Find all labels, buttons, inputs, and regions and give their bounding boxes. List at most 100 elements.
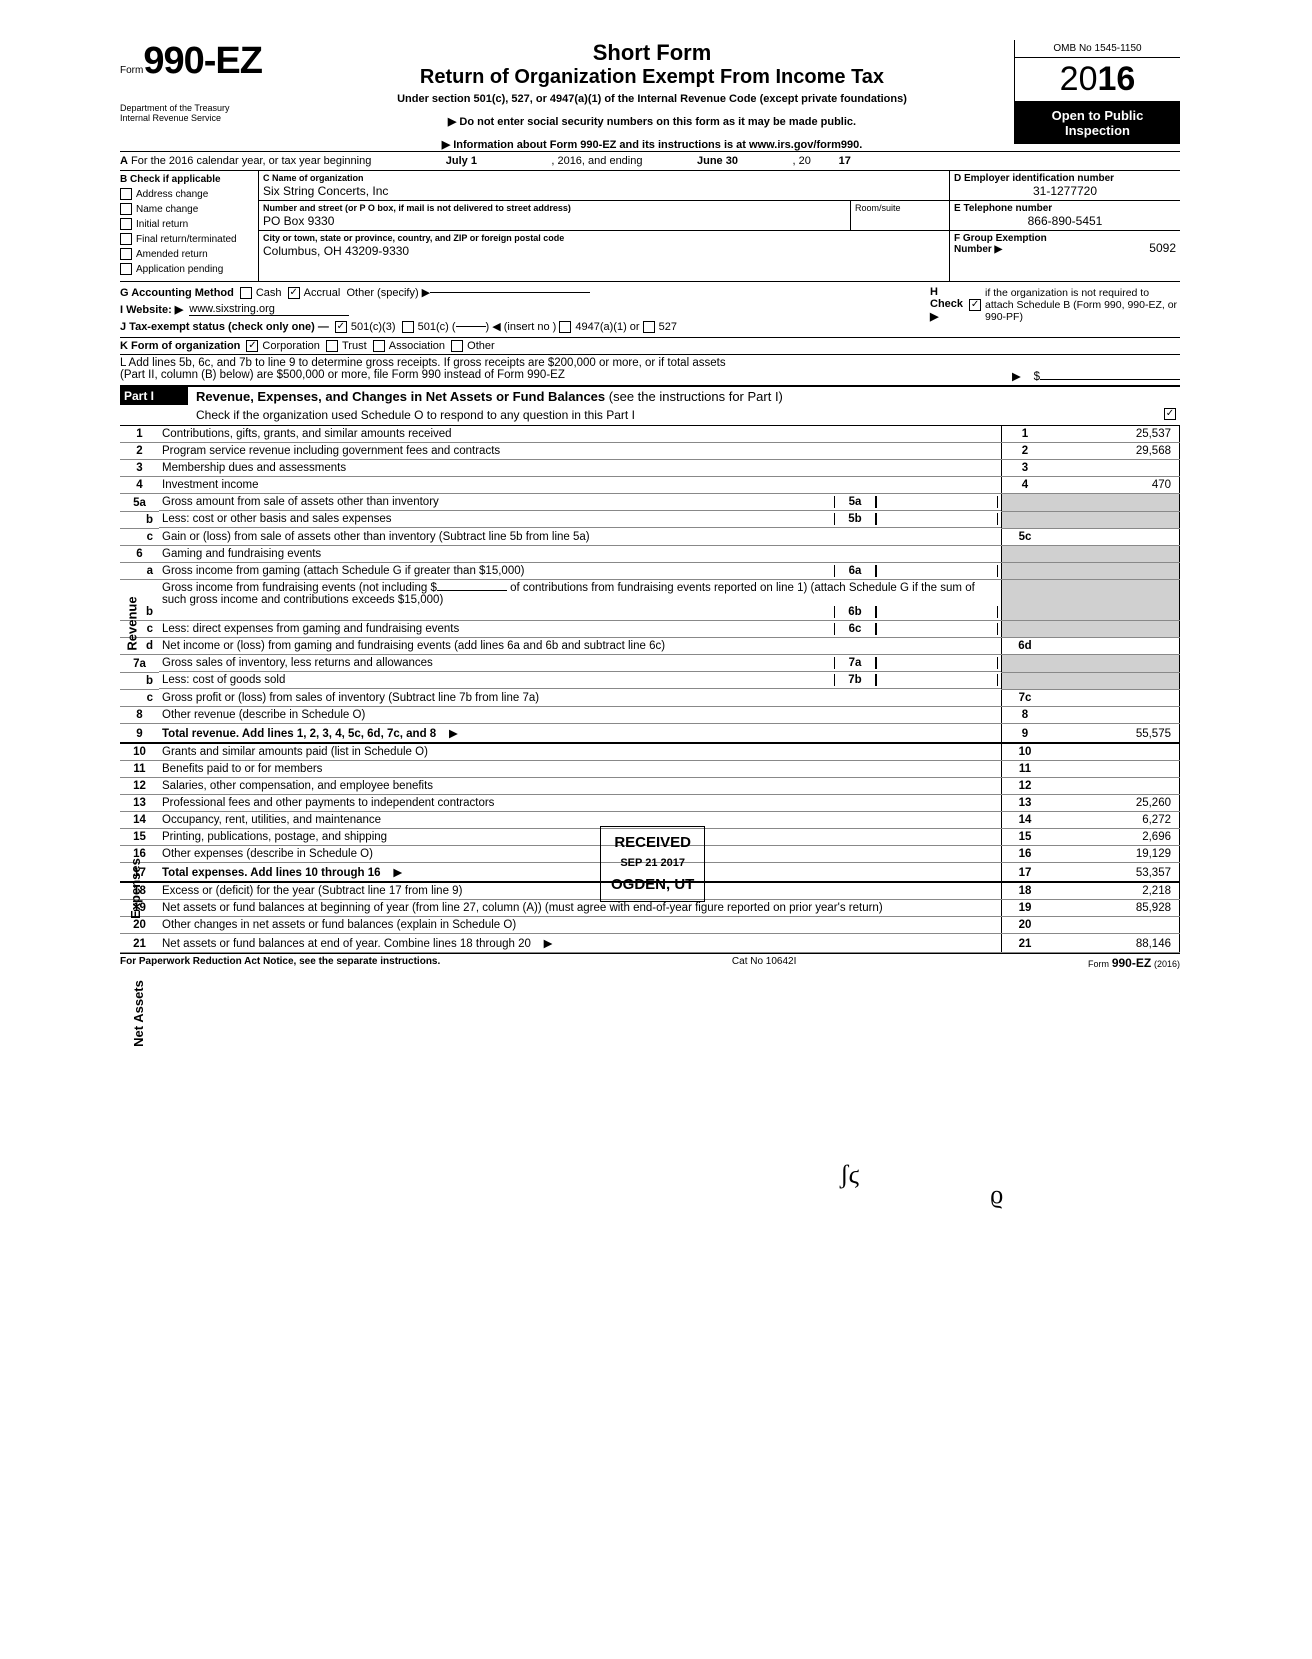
4947-label: 4947(a)(1) or: [575, 321, 639, 333]
chk-4947[interactable]: [559, 321, 571, 333]
stamp-received: RECEIVED: [611, 831, 694, 855]
line-13-desc: Professional fees and other payments to …: [162, 797, 494, 809]
city-label: City or town, state or province, country…: [263, 233, 945, 243]
h-label: H Check ▶: [930, 286, 963, 323]
form-number: 990-EZ: [143, 40, 262, 83]
room-label: Room/suite: [850, 201, 949, 231]
line-1-desc: Contributions, gifts, grants, and simila…: [162, 428, 452, 440]
chk-501c3[interactable]: ✓: [335, 321, 347, 333]
chk-527[interactable]: [643, 321, 655, 333]
line-6b-box: 6b: [834, 606, 876, 618]
addr-label: Number and street (or P O box, if mail i…: [263, 203, 846, 213]
chk-amended[interactable]: [120, 248, 132, 260]
other-label: Other: [467, 340, 495, 352]
footer-left: For Paperwork Reduction Act Notice, see …: [120, 956, 440, 970]
c-label: C Name of organization: [263, 173, 945, 183]
addr-value: PO Box 9330: [263, 213, 846, 228]
part1-title-suffix: (see the instructions for Part I): [605, 389, 783, 404]
inspection-2: Inspection: [1017, 123, 1178, 138]
website-value: www.sixstring.org: [189, 303, 349, 316]
chk-accrual[interactable]: ✓: [288, 287, 300, 299]
chk-cash[interactable]: [240, 287, 252, 299]
g-other-value[interactable]: [430, 292, 590, 293]
chk-trust[interactable]: [326, 340, 338, 352]
city-value: Columbus, OH 43209-9330: [263, 243, 945, 258]
line-16-desc: Other expenses (describe in Schedule O): [162, 848, 373, 860]
header-info-block: B Check if applicable Address change Nam…: [120, 171, 1180, 282]
part1-label: Part I: [120, 387, 188, 405]
d-label: D Employer identification number: [954, 173, 1176, 184]
footer-mid: Cat No 10642I: [732, 956, 797, 970]
chk-amended-label: Amended return: [136, 249, 208, 260]
part1-header: Part I Revenue, Expenses, and Changes in…: [120, 385, 1180, 405]
501c-label: 501(c) (: [418, 321, 456, 333]
a-year-label: , 20: [792, 155, 810, 167]
chk-address[interactable]: [120, 188, 132, 200]
chk-name-label: Name change: [136, 204, 198, 215]
line-3-amt: [1048, 460, 1180, 477]
line-7c-amt: [1048, 689, 1180, 706]
chk-h[interactable]: ✓: [969, 299, 981, 311]
chk-final[interactable]: [120, 233, 132, 245]
501c3-label: 501(c)(3): [351, 321, 396, 333]
line-18-desc: Excess or (deficit) for the year (Subtra…: [162, 885, 462, 897]
line-2-amt: 29,568: [1048, 443, 1180, 460]
chk-initial[interactable]: [120, 218, 132, 230]
phone: 866-890-5451: [954, 214, 1176, 228]
g-label: G Accounting Method: [120, 287, 234, 299]
l-arrow: ▶: [1012, 371, 1021, 383]
a-text: For the 2016 calendar year, or tax year …: [131, 155, 371, 167]
return-title: Return of Organization Exempt From Incom…: [300, 66, 1004, 89]
g-other: Other (specify) ▶: [346, 286, 430, 299]
line-15-desc: Printing, publications, postage, and shi…: [162, 831, 387, 843]
line-9-desc: Total revenue. Add lines 1, 2, 3, 4, 5c,…: [162, 728, 436, 740]
signature-2: ϱ: [990, 1180, 1003, 1210]
line-5c-amt: [1048, 528, 1180, 545]
stamp-date: SEP 21 2017: [611, 855, 694, 873]
line-11-amt: [1048, 760, 1180, 777]
chk-501c[interactable]: [402, 321, 414, 333]
part1-check-text: Check if the organization used Schedule …: [196, 408, 635, 422]
line-16-amt: 19,129: [1048, 845, 1180, 862]
chk-corp[interactable]: ✓: [246, 340, 258, 352]
a-label: A: [120, 155, 128, 167]
line-14-amt: 6,272: [1048, 811, 1180, 828]
year-bold: 16: [1098, 60, 1136, 98]
chk-name[interactable]: [120, 203, 132, 215]
arrow-line-1: ▶ Do not enter social security numbers o…: [300, 115, 1004, 128]
form-prefix: Form: [120, 65, 143, 76]
line-4-amt: 470: [1048, 477, 1180, 494]
chk-assoc[interactable]: [373, 340, 385, 352]
chk-pending[interactable]: [120, 263, 132, 275]
line-4-desc: Investment income: [162, 479, 259, 491]
chk-schedule-o[interactable]: ✓: [1164, 408, 1176, 420]
line-1-amt: 25,537: [1048, 426, 1180, 443]
line-7a-desc: Gross sales of inventory, less returns a…: [162, 657, 834, 669]
chk-initial-label: Initial return: [136, 219, 188, 230]
line-7c-desc: Gross profit or (loss) from sales of inv…: [162, 692, 539, 704]
line-17-amt: 53,357: [1048, 862, 1180, 882]
footer: For Paperwork Reduction Act Notice, see …: [120, 953, 1180, 970]
l-text-1: L Add lines 5b, 6c, and 7b to line 9 to …: [120, 357, 1180, 369]
line-20-desc: Other changes in net assets or fund bala…: [162, 919, 516, 931]
line-6a-box: 6a: [834, 565, 876, 577]
line-8-desc: Other revenue (describe in Schedule O): [162, 709, 365, 721]
line-6-desc: Gaming and fundraising events: [162, 548, 321, 560]
line-13-amt: 25,260: [1048, 794, 1180, 811]
chk-other[interactable]: [451, 340, 463, 352]
a-end-date: June 30: [642, 155, 792, 167]
line-10-desc: Grants and similar amounts paid (list in…: [162, 746, 428, 758]
f-label: F Group Exemption Number ▶: [954, 233, 1047, 255]
line-6c-desc: Less: direct expenses from gaming and fu…: [162, 623, 834, 635]
group-number: 5092: [1149, 241, 1176, 255]
year-prefix: 20: [1060, 60, 1098, 98]
chk-pending-label: Application pending: [136, 264, 223, 275]
expenses-label: Expenses: [128, 858, 143, 919]
arrow-line-2: ▶ Information about Form 990-EZ and its …: [300, 138, 1004, 151]
a-mid: , 2016, and ending: [551, 155, 642, 167]
line-18-amt: 2,218: [1048, 882, 1180, 900]
line-6c-box: 6c: [834, 623, 876, 635]
line-21-amt: 88,146: [1048, 933, 1180, 952]
signature-1: ʃϛ: [840, 1160, 860, 1190]
line-7b-desc: Less: cost of goods sold: [162, 674, 834, 686]
